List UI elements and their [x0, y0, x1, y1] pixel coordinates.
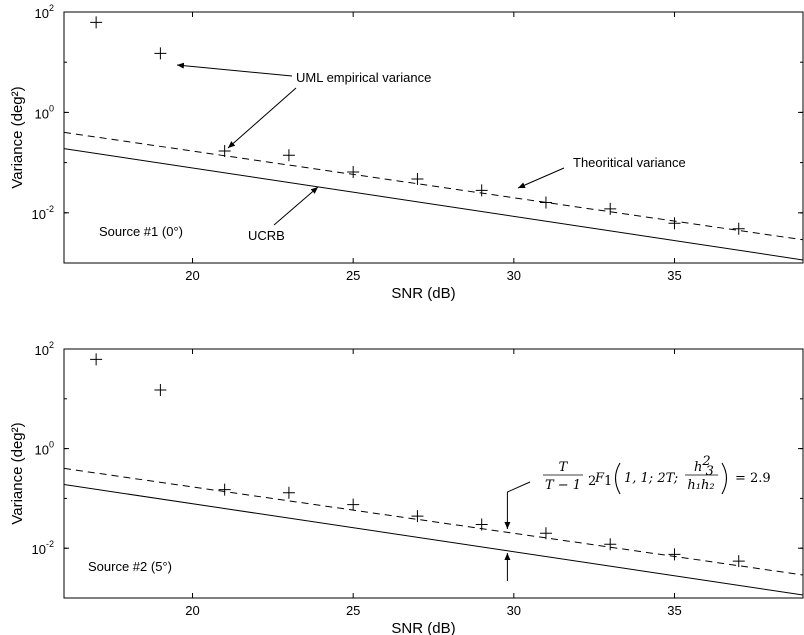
y-tick-label: 102: [35, 340, 54, 358]
data-point-plus: [282, 149, 295, 162]
data-point-plus: [347, 498, 360, 511]
data-point-plus: [90, 353, 103, 366]
y-tick-base: 10: [32, 207, 46, 222]
formula-background: [519, 456, 789, 508]
data-point-plus: [90, 16, 103, 29]
y-tick-label: 10-2: [32, 539, 54, 557]
annotation-arrow: [273, 186, 319, 226]
theoretical-variance-line: [64, 131, 803, 241]
x-tick-label: 25: [346, 268, 360, 283]
x-tick-label: 25: [346, 603, 360, 618]
data-point-plus: [732, 222, 745, 235]
y-tick-label: 102: [35, 3, 54, 21]
y-axis-label: Variance (deg²): [9, 422, 26, 524]
y-tick-label: 100: [35, 440, 54, 458]
data-point-plus: [282, 486, 295, 499]
data-point-plus: [218, 483, 231, 496]
x-tick-label: 35: [667, 268, 681, 283]
formula-func-pre: 2: [588, 474, 596, 489]
y-tick-exp: 2: [49, 3, 54, 13]
y-axis-label: Variance (deg²): [9, 86, 26, 188]
y-tick-base: 10: [35, 343, 49, 358]
formula-h-sup: 2: [701, 454, 710, 469]
y-tick-base: 10: [35, 6, 49, 21]
formula-h: h: [694, 460, 702, 475]
formula-paren-left: [614, 462, 621, 495]
formula-h-sub: 3: [706, 464, 714, 479]
series-group: [64, 467, 803, 596]
plot-frame: [63, 348, 804, 599]
x-tick-label: 35: [667, 603, 681, 618]
ucrb-line: [64, 148, 803, 261]
series-group: [64, 131, 803, 261]
y-tick-label: 10-2: [32, 204, 54, 222]
data-point-plus: [154, 384, 167, 397]
formula-func: F: [594, 471, 605, 486]
x-tick-label: 20: [185, 268, 199, 283]
x-tick-label: 20: [185, 603, 199, 618]
y-tick-exp: -2: [46, 539, 54, 549]
plot-frame: [63, 11, 804, 264]
x-axis-label: SNR (dB): [391, 285, 455, 302]
formula-paren-right: [721, 462, 728, 495]
annotation-ucrb: UCRB: [248, 228, 285, 243]
y-tick-base: 10: [32, 542, 46, 557]
annotation-theoretical: Theoritical variance: [573, 155, 686, 170]
panel-source-label: Source #1 (0°): [99, 224, 183, 239]
data-point-plus: [668, 217, 681, 230]
data-point-plus: [411, 173, 424, 186]
data-point-plus: [732, 555, 745, 568]
data-point-plus: [539, 196, 552, 209]
y-tick-exp: -2: [46, 204, 54, 214]
formula-frac-num: T: [559, 460, 569, 475]
y-tick-label: 100: [35, 103, 54, 121]
data-point-plus: [539, 527, 552, 540]
x-tick-label: 30: [507, 603, 521, 618]
x-tick-label: 30: [507, 268, 521, 283]
annotation-arrow: [227, 87, 297, 149]
gap-arrowhead-up: [504, 553, 511, 560]
data-point-plus: [475, 184, 488, 197]
data-point-plus: [218, 145, 231, 158]
y-tick-base: 10: [35, 106, 49, 121]
x-axis-label: SNR (dB): [391, 620, 455, 635]
formula-frac-den: T − 1: [545, 478, 581, 493]
y-tick-exp: 0: [49, 103, 54, 113]
theoretical-variance-line: [64, 467, 803, 576]
data-point-plus: [154, 47, 167, 60]
y-tick-exp: 2: [49, 340, 54, 350]
data-point-plus: [604, 538, 617, 551]
data-point-plus: [411, 510, 424, 523]
y-tick-exp: 0: [49, 440, 54, 450]
data-point-plus: [475, 518, 488, 531]
data-point-plus: [347, 165, 360, 178]
panel-source-label: Source #2 (5°): [88, 559, 172, 574]
ucrb-line: [64, 484, 803, 596]
annotation-arrow: [517, 167, 565, 189]
y-tick-base: 10: [35, 443, 49, 458]
formula-h-den: h₁h₂: [687, 478, 714, 493]
annotation-uml: UML empirical variance: [296, 70, 431, 85]
formula-h-num: h2 3: [694, 454, 714, 479]
gap-arrowhead-down: [504, 522, 511, 529]
data-point-plus: [668, 548, 681, 561]
data-point-plus: [604, 202, 617, 215]
formula-equals: = 2.9: [735, 471, 771, 486]
formula-func-sub: 1: [604, 474, 612, 489]
formula-args: 1, 1; 2T;: [624, 471, 678, 486]
annotation-arrow: [176, 62, 293, 77]
formula-leader: [507, 481, 531, 493]
